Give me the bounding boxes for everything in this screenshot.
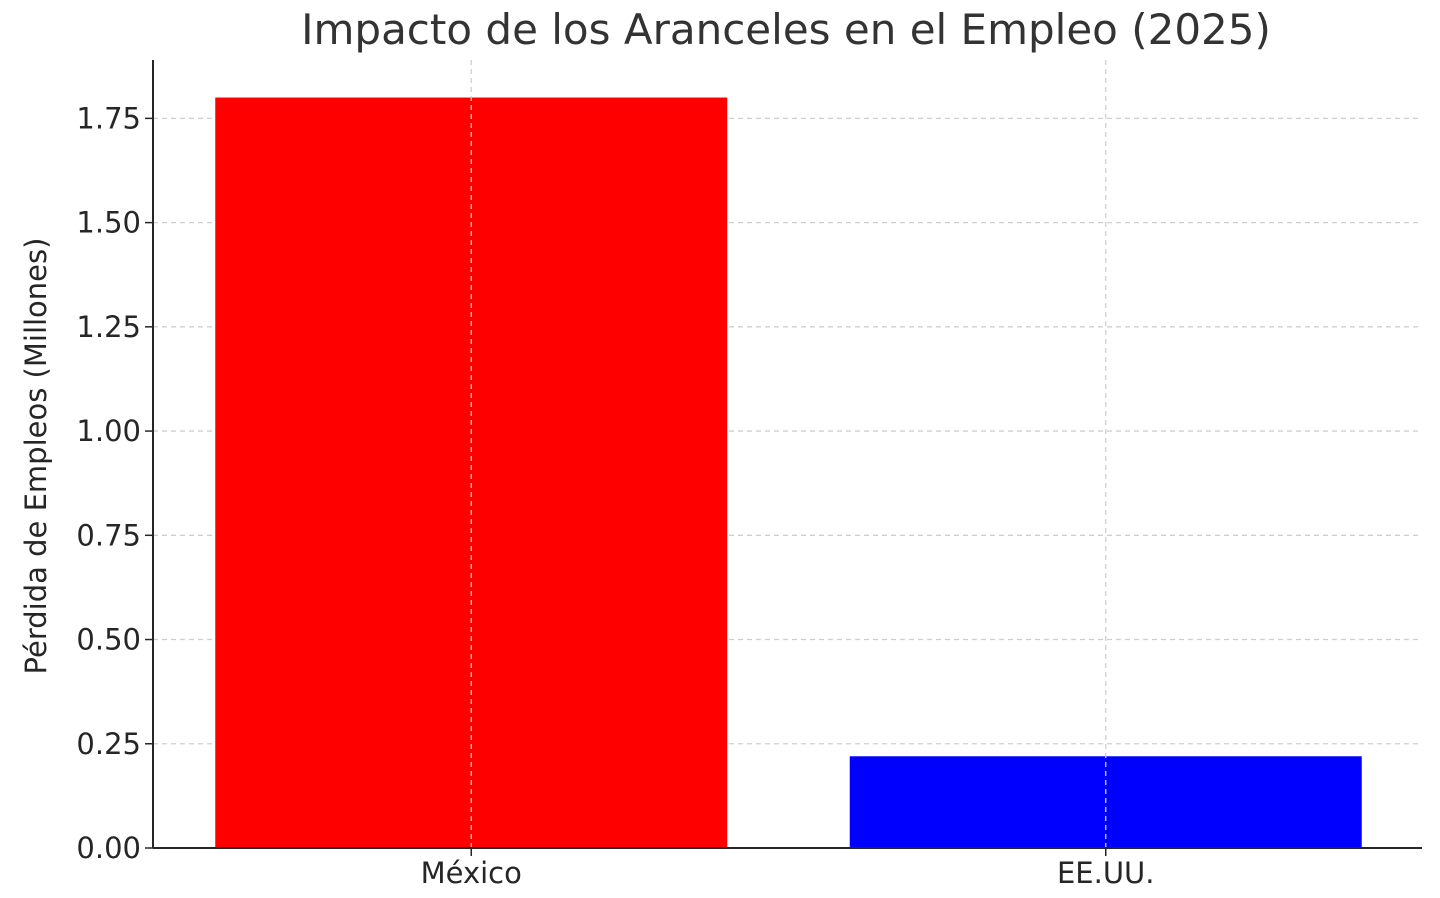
y-tick-label: 0.00 bbox=[76, 831, 141, 865]
y-tick-label: 1.25 bbox=[76, 310, 141, 344]
bars bbox=[215, 97, 1362, 849]
y-axis: 0.00 0.25 0.50 0.75 1.00 1.25 1.50 1.75 bbox=[76, 101, 153, 865]
x-tick-label: México bbox=[421, 856, 522, 890]
y-tick-label: 0.50 bbox=[76, 623, 141, 657]
x-axis: México EE.UU. bbox=[421, 848, 1155, 890]
y-tick-label: 1.00 bbox=[76, 414, 141, 448]
y-tick-label: 0.75 bbox=[76, 518, 141, 552]
y-tick-label: 1.75 bbox=[76, 101, 141, 135]
chart-title: Impacto de los Aranceles en el Empleo (2… bbox=[301, 5, 1271, 54]
y-tick-label: 1.50 bbox=[76, 206, 141, 240]
y-axis-label: Pérdida de Empleos (Millones) bbox=[19, 238, 53, 675]
x-tick-label: EE.UU. bbox=[1057, 856, 1155, 890]
y-tick-label: 0.25 bbox=[76, 727, 141, 761]
